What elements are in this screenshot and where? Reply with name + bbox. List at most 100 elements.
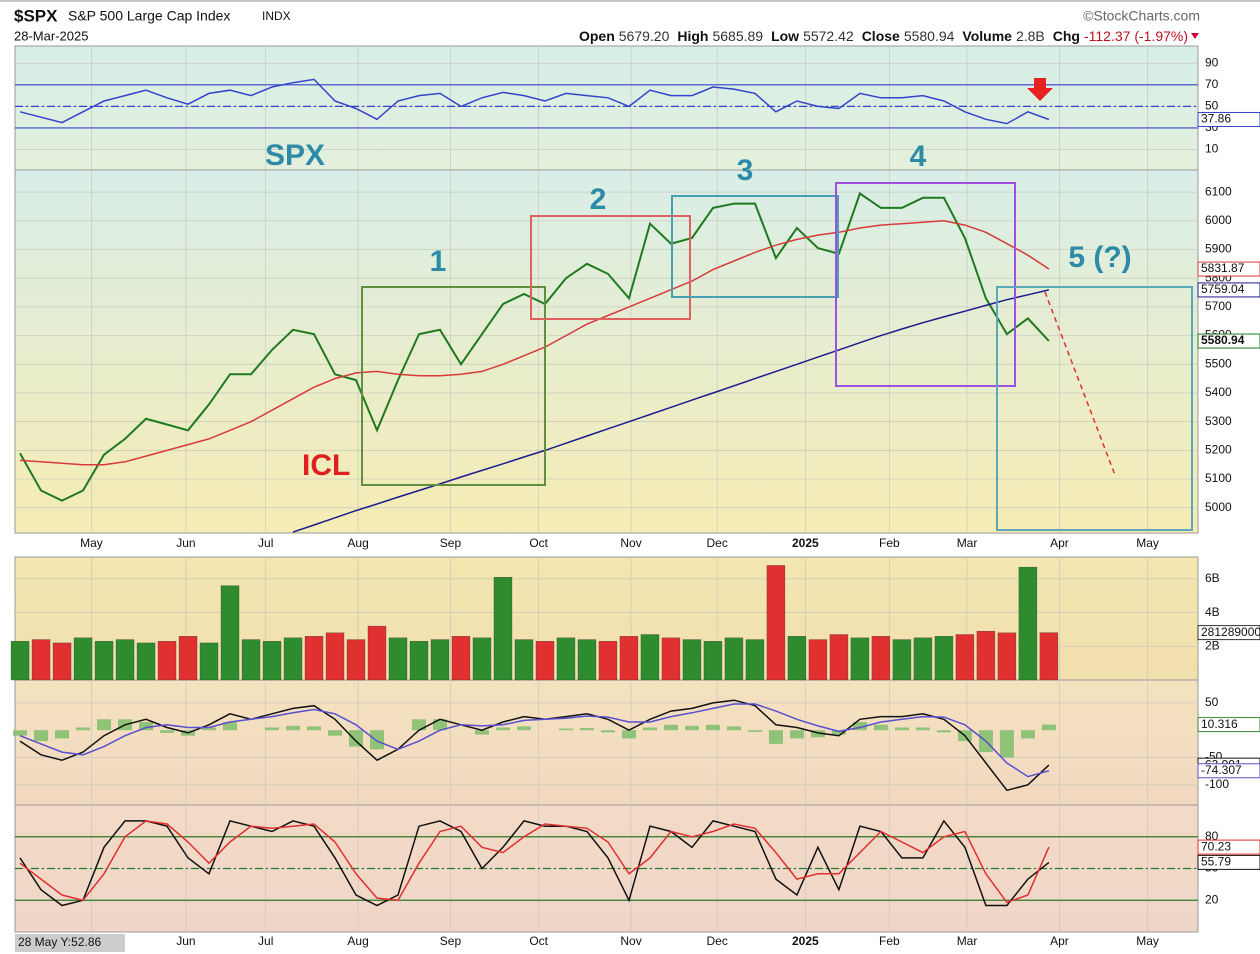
annotation: 3: [737, 154, 754, 187]
histogram-bar: [495, 727, 510, 731]
volume-bar: [997, 632, 1017, 681]
histogram-bar: [55, 730, 70, 739]
x-tick-label: Sep: [440, 536, 462, 550]
y-tick-label: 5200: [1205, 443, 1232, 457]
volume-bar: [199, 642, 219, 681]
last-value-label: 2812890000: [1201, 625, 1260, 639]
quote-value: 5580.94: [904, 28, 955, 44]
annotation: 5 (?): [1068, 241, 1131, 274]
histogram-bar: [202, 727, 217, 731]
volume-bar: [682, 639, 702, 681]
histogram-bar: [328, 730, 343, 736]
y-tick-label: 4B: [1205, 605, 1220, 619]
volume-bar: [52, 642, 72, 681]
volume-bar: [724, 637, 744, 681]
x-tick-label: 2025: [792, 536, 819, 550]
y-tick-label: 10: [1205, 142, 1219, 156]
y-tick-label: 50: [1205, 99, 1219, 113]
wave-box: [530, 215, 691, 320]
quote-value: 5572.42: [803, 28, 854, 44]
x-tick-label: Mar: [957, 934, 978, 948]
volume-bar: [892, 639, 912, 681]
x-tick-label: Dec: [706, 934, 727, 948]
histogram-bar: [432, 719, 447, 731]
volume-bar: [115, 639, 135, 681]
histogram-bar: [516, 726, 531, 731]
x-tick-label: Jul: [258, 536, 273, 550]
exchange: INDX: [262, 9, 291, 23]
volume-bar: [535, 641, 555, 681]
histogram-bar: [97, 719, 112, 731]
rsi-panel: [14, 45, 1199, 171]
x-tick-label: Oct: [529, 536, 548, 550]
x-tick-label: Jun: [176, 934, 195, 948]
x-tick-label: Jul: [258, 934, 273, 948]
y-tick-label: 5400: [1205, 385, 1232, 399]
x-tick-label: Feb: [879, 934, 900, 948]
histogram-bar: [265, 727, 280, 731]
histogram-bar: [936, 730, 951, 733]
volume-bar: [808, 639, 828, 681]
volume-bar: [451, 636, 471, 681]
volume-bar: [766, 565, 786, 681]
histogram-bar: [1020, 730, 1035, 739]
histogram-bar: [768, 730, 783, 744]
x-tick-label: Sep: [440, 934, 462, 948]
volume-bar: [136, 642, 156, 681]
wave-box: [996, 286, 1193, 531]
histogram-bar: [369, 730, 384, 750]
histogram-bar: [831, 730, 846, 735]
crosshair-readout: 28 May Y:52.86: [18, 935, 102, 949]
last-value-box: [1197, 763, 1260, 779]
quote-label: Volume: [962, 28, 1012, 44]
last-value-box: [1197, 333, 1260, 349]
histogram-bar: [579, 728, 594, 731]
x-tick-label: Aug: [347, 934, 368, 948]
y-tick-label: 5500: [1205, 356, 1232, 370]
series-line: [19, 703, 1050, 778]
y-tick-label: 6B: [1205, 571, 1220, 585]
down-indicator: [1191, 33, 1199, 39]
x-tick-label: Apr: [1050, 536, 1069, 550]
series-line: [19, 78, 1050, 125]
volume-bar: [10, 641, 30, 681]
x-tick-label: Feb: [879, 536, 900, 550]
x-tick-label: Nov: [620, 934, 641, 948]
histogram-bar: [663, 724, 678, 731]
last-value-box: [1197, 111, 1260, 127]
crosshair-box: [15, 934, 125, 952]
last-value-box: [1197, 625, 1260, 641]
index-name: S&P 500 Large Cap Index: [68, 8, 230, 24]
volume-bar: [367, 625, 387, 681]
histogram-bar: [915, 727, 930, 731]
histogram-bar: [307, 726, 322, 731]
x-tick-label: Nov: [620, 536, 641, 550]
histogram-bar: [34, 730, 49, 742]
volume-bar: [346, 639, 366, 681]
histogram-bar: [621, 730, 636, 739]
x-tick-label: Mar: [957, 536, 978, 550]
y-tick-label: 2B: [1205, 638, 1220, 652]
histogram-bar: [411, 719, 426, 731]
histogram-bar: [873, 724, 888, 731]
volume-bar: [283, 637, 303, 681]
volume-bar: [241, 639, 261, 681]
volume-bar: [787, 636, 807, 681]
histogram-bar: [474, 730, 489, 735]
series-line: [19, 819, 1050, 907]
quote-value: -112.37 (-1.97%): [1084, 28, 1188, 44]
last-value-label: 37.86: [1201, 112, 1231, 126]
x-tick-label: Dec: [706, 536, 727, 550]
histogram-bar: [684, 725, 699, 731]
volume-bar: [388, 637, 408, 681]
last-value-label: 5759.04: [1201, 282, 1245, 296]
last-value-box: [1197, 717, 1260, 733]
volume-bar: [304, 636, 324, 681]
x-tick-label: Oct: [529, 934, 548, 948]
y-tick-label: 5000: [1205, 500, 1232, 514]
volume-bar: [829, 634, 849, 681]
quote-value: 5679.20: [619, 28, 670, 44]
volume-bar: [934, 636, 954, 681]
volume-bar: [871, 636, 891, 681]
histogram-bar: [558, 728, 573, 731]
